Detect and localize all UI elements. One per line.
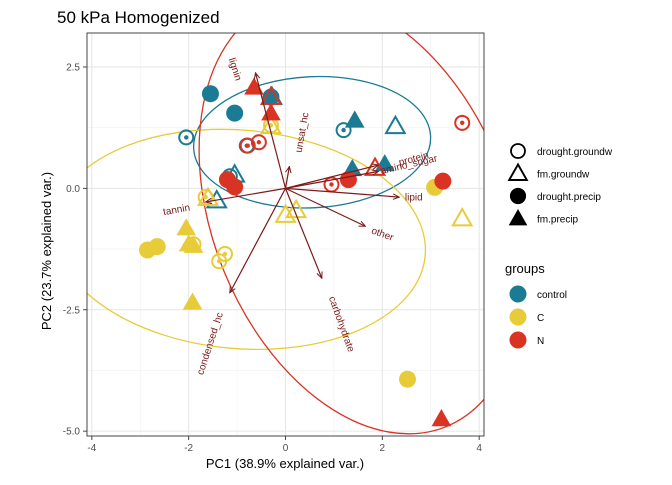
arrow-other	[285, 187, 366, 227]
data-point-dot	[245, 143, 250, 148]
data-point-ring	[335, 122, 352, 139]
x-tick-label: -2	[184, 443, 193, 454]
arrow-label: tannin	[162, 203, 191, 219]
legend-groups-title: groups	[505, 261, 545, 276]
legend-group-label: N	[537, 336, 544, 347]
legend-shape-label: drought.groundw	[537, 147, 613, 158]
data-point	[178, 129, 195, 146]
arrow-lipid	[285, 187, 400, 197]
data-point-ring	[211, 253, 228, 270]
legend-shape-key	[507, 162, 529, 181]
arrow-condensed_hc	[230, 188, 287, 292]
legend-shape-key	[509, 187, 527, 205]
ellipse-c	[87, 128, 427, 351]
legend-shape-label: fm.groundw	[537, 170, 590, 181]
data-point-ring	[454, 114, 471, 131]
data-point	[226, 104, 244, 122]
legend: drought.groundw fm.groundw drought.precip f…	[505, 143, 613, 349]
data-point-dot	[341, 127, 346, 133]
legend-group-key	[509, 308, 527, 326]
legend-group-key	[509, 285, 527, 303]
data-point	[244, 77, 264, 95]
arrow-tannin	[206, 187, 286, 202]
legend-shape-label: drought.precip	[537, 192, 601, 203]
legend-group-label: control	[537, 290, 567, 301]
data-point-ring	[250, 134, 267, 151]
x-tick-label: -4	[87, 443, 96, 454]
data-point	[434, 172, 452, 190]
data-point	[250, 134, 267, 151]
x-axis-label: PC1 (38.9% explained var.)	[206, 456, 364, 471]
data-point-ring	[239, 137, 256, 154]
data-point	[451, 206, 474, 227]
data-point	[335, 122, 352, 139]
x-tick-label: 4	[476, 443, 482, 454]
y-tick-label: 0.0	[66, 184, 80, 195]
data-point	[274, 203, 297, 223]
x-tick-label: 0	[283, 443, 289, 454]
data-point	[183, 235, 204, 253]
data-point	[399, 370, 417, 388]
data-point	[431, 409, 452, 427]
y-tick-label: -5.0	[63, 427, 81, 438]
data-point-dot	[256, 140, 262, 145]
y-axis-label: PC2 (23.7% explained var.)	[39, 172, 54, 330]
legend-shape-key	[510, 143, 526, 159]
data-point-dot	[329, 182, 334, 187]
data-point	[261, 103, 281, 121]
data-point-dot	[216, 259, 222, 264]
arrow-carbohydrate	[284, 188, 322, 278]
data-point-ring	[178, 129, 195, 146]
y-tick-label: 2.5	[66, 62, 80, 73]
arrow-unsat_hc	[284, 167, 290, 189]
data-point	[344, 110, 365, 128]
arrow-lignin	[255, 73, 287, 189]
ellipse-n	[198, 33, 484, 435]
data-point	[339, 171, 357, 189]
arrow-amino_sugar	[285, 171, 379, 189]
arrow-protein	[285, 165, 379, 189]
data-point	[285, 198, 308, 219]
legend-shape-key	[508, 209, 528, 226]
data-point	[239, 137, 256, 154]
data-point	[148, 238, 166, 256]
chart-title: 50 kPa Homogenized	[57, 8, 220, 27]
data-point	[176, 218, 197, 236]
legend-group-label: C	[537, 313, 544, 324]
y-tick-label: -2.5	[63, 305, 81, 316]
arrow-label: lipid	[405, 193, 423, 204]
plot-panel: ligninunsat_hcproteinamino_sugarlipidoth…	[63, 32, 485, 454]
legend-shape-label: fm.precip	[537, 215, 579, 226]
data-point	[182, 292, 203, 310]
ellipse-control	[192, 75, 432, 209]
data-point-dot	[460, 120, 465, 126]
data-point-dot	[184, 135, 189, 140]
data-point	[211, 253, 228, 270]
data-point	[454, 114, 471, 131]
x-tick-label: 2	[380, 443, 386, 454]
data-point	[197, 186, 220, 206]
data-point	[226, 178, 244, 196]
legend-group-key	[509, 331, 527, 349]
data-point	[201, 85, 219, 103]
data-point	[384, 114, 407, 135]
